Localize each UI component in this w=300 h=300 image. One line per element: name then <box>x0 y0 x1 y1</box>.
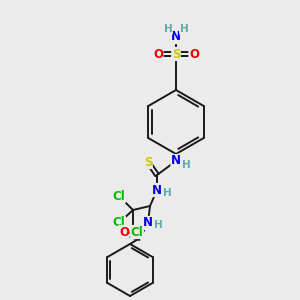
Text: S: S <box>172 47 180 61</box>
Text: N: N <box>143 217 153 230</box>
Text: O: O <box>189 47 199 61</box>
Text: Cl: Cl <box>130 226 143 238</box>
Text: H: H <box>182 160 190 170</box>
Text: O: O <box>119 226 129 238</box>
Text: H: H <box>180 24 188 34</box>
Text: N: N <box>152 184 162 196</box>
Text: H: H <box>163 188 171 198</box>
Text: N: N <box>171 31 181 44</box>
Text: S: S <box>144 155 152 169</box>
Text: N: N <box>171 154 181 167</box>
Text: O: O <box>153 47 163 61</box>
Text: H: H <box>154 220 162 230</box>
Text: Cl: Cl <box>112 190 125 202</box>
Text: H: H <box>164 24 172 34</box>
Text: Cl: Cl <box>112 217 125 230</box>
